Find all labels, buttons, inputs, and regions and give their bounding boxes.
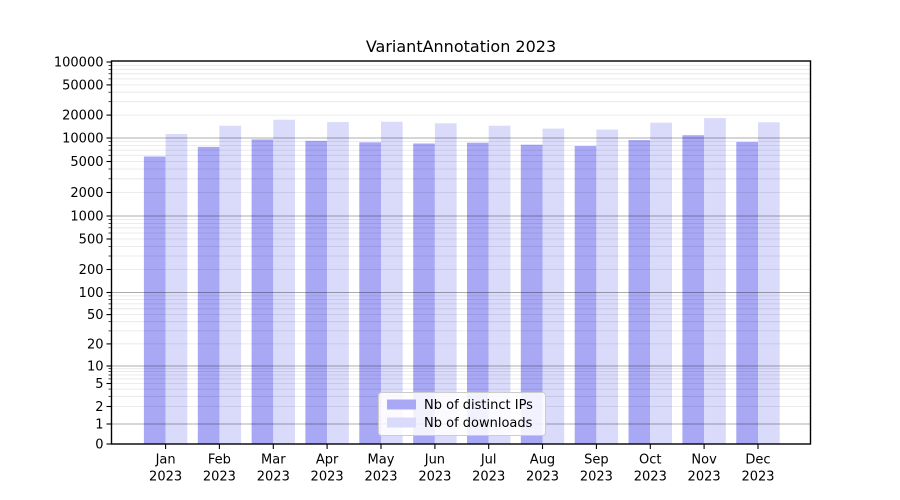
bar-downloads-mar <box>273 119 295 444</box>
x-year-label: 2023 <box>472 470 505 485</box>
x-month-label: Apr <box>316 453 339 468</box>
x-year-label: 2023 <box>364 470 397 485</box>
y-tick-label: 20 <box>87 337 104 352</box>
legend-box <box>378 392 546 436</box>
legend-swatch-distinct-ips <box>387 399 416 410</box>
y-tick-label: 50 <box>87 308 104 323</box>
x-year-label: 2023 <box>526 470 559 485</box>
x-year-label: 2023 <box>418 470 451 485</box>
bar-downloads-dec <box>758 122 780 445</box>
x-year-label: 2023 <box>311 470 344 485</box>
bar-distinct-ips-feb <box>197 146 220 444</box>
bar-downloads-jul <box>488 125 511 444</box>
x-month-label: Jul <box>480 453 497 468</box>
y-tick-label: 0 <box>95 438 103 453</box>
y-tick-label: 2 <box>95 400 103 415</box>
x-month-label: May <box>368 453 395 468</box>
legend-label-downloads: Nb of downloads <box>424 416 533 431</box>
x-month-label: Jan <box>155 453 176 468</box>
bar-distinct-ips-mar <box>251 139 274 444</box>
y-tick-label: 1 <box>95 418 103 433</box>
bar-downloads-aug <box>542 128 565 444</box>
bar-distinct-ips-oct <box>628 140 651 444</box>
x-month-label: Sep <box>584 453 609 468</box>
bar-downloads-oct <box>650 122 672 444</box>
x-year-label: 2023 <box>634 470 667 485</box>
bar-distinct-ips-dec <box>736 141 758 444</box>
x-month-label: Nov <box>691 453 717 468</box>
x-year-label: 2023 <box>149 470 182 485</box>
bar-downloads-feb <box>219 125 242 444</box>
x-year-label: 2023 <box>203 470 236 485</box>
y-tick-label: 10000 <box>62 132 103 147</box>
x-year-label: 2023 <box>688 470 721 485</box>
bar-distinct-ips-apr <box>305 140 328 445</box>
bar-distinct-ips-jun <box>413 143 435 444</box>
bar-distinct-ips-nov <box>682 135 705 444</box>
y-tick-label: 20000 <box>62 109 103 124</box>
y-tick-label: 100 <box>79 286 104 301</box>
bar-downloads-jun <box>434 123 457 445</box>
y-tick-label: 200 <box>79 263 104 278</box>
x-month-label: Jun <box>424 453 445 468</box>
bar-downloads-sep <box>596 129 619 444</box>
legend-swatch-downloads <box>387 417 416 428</box>
bar-distinct-ips-aug <box>520 144 543 444</box>
bar-distinct-ips-jan <box>143 156 166 444</box>
bar-distinct-ips-sep <box>574 146 597 444</box>
bar-distinct-ips-jul <box>467 142 489 444</box>
x-month-label: Oct <box>639 453 661 468</box>
x-year-label: 2023 <box>741 470 774 485</box>
bars-group <box>143 118 780 445</box>
x-year-label: 2023 <box>580 470 613 485</box>
y-tick-label: 500 <box>79 233 104 248</box>
legend-label-distinct-ips: Nb of distinct IPs <box>424 398 533 413</box>
x-month-label: Dec <box>745 453 770 468</box>
y-tick-label: 5 <box>95 377 103 392</box>
y-tick-label: 2000 <box>70 186 103 201</box>
grid-group <box>111 65 811 425</box>
x-axis: Jan 2023 Feb 2023 Mar 2023 Apr 2023 May 2023 Jun 20… <box>149 444 775 485</box>
plot-frame <box>110 60 812 445</box>
bar-downloads-nov <box>704 118 726 444</box>
bar-distinct-ips-may <box>359 142 381 445</box>
x-month-label: Feb <box>208 453 231 468</box>
chart-title: VariantAnnotation 2023 <box>366 37 556 56</box>
bar-downloads-jan <box>165 134 188 444</box>
y-tick-label: 50000 <box>62 78 103 93</box>
bar-downloads-apr <box>327 122 349 444</box>
legend: Nb of distinct IPs Nb of downloads <box>378 392 546 436</box>
y-tick-label: 100000 <box>54 56 104 71</box>
y-tick-label: 10 <box>87 360 104 375</box>
bar-downloads-may <box>381 121 403 444</box>
y-axis: 1000005000020000100005000200010005002001… <box>54 56 112 453</box>
x-month-label: Mar <box>261 453 286 468</box>
x-month-label: Aug <box>530 453 555 468</box>
x-year-label: 2023 <box>257 470 290 485</box>
y-tick-label: 5000 <box>70 155 103 170</box>
y-tick-label: 1000 <box>70 210 103 225</box>
